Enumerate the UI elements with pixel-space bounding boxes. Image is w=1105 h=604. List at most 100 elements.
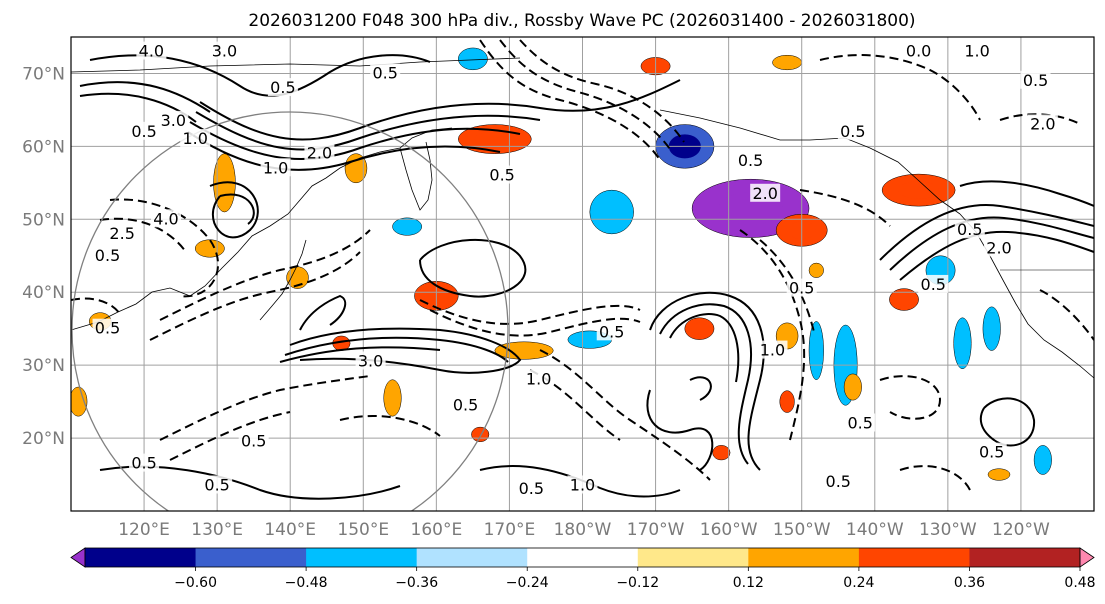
east-pacific-loop-2 <box>659 303 752 465</box>
divergence-patch-9 <box>494 341 554 360</box>
japan-coastline <box>259 239 307 321</box>
lat-tick-70°N: 70°N <box>22 64 65 84</box>
neg-contour-siberia-1 <box>479 39 661 161</box>
east-pacific-loop-1 <box>649 291 765 471</box>
divergence-patch-34 <box>772 54 802 71</box>
northeast-contour-1 <box>879 204 1094 261</box>
contour-label-31: 1.0 <box>964 42 989 61</box>
contour-label-12: 0.5 <box>95 246 120 265</box>
divergence-patch-27 <box>383 379 402 417</box>
neg-contour-midpacific-2 <box>529 369 621 441</box>
contour-label-30: 0.0 <box>906 42 931 61</box>
neg-contour-south-pacific <box>339 414 441 437</box>
contour-label-bg-30 <box>903 41 934 60</box>
divergence-patch-33 <box>808 262 824 278</box>
divergence-patch-18 <box>982 306 1001 351</box>
contour-label-bg-20 <box>202 475 233 494</box>
contour-label-11: 0.5 <box>95 319 120 338</box>
contour-label-6: 1.0 <box>182 129 207 148</box>
neg-contour-northeast-2 <box>999 113 1081 125</box>
contour-label-bg-23 <box>823 471 854 490</box>
east-pacific-wave-2 <box>689 376 712 401</box>
contour-label-17: 0.5 <box>453 395 478 414</box>
negative-contours <box>71 39 1094 491</box>
contour-label-bg-14 <box>487 165 518 184</box>
neg-contour-pacific-2 <box>429 309 641 337</box>
contour-label-21: 0.5 <box>519 479 544 498</box>
divergence-patch-22 <box>458 47 488 71</box>
contour-label-bg-28 <box>837 121 868 140</box>
lat-tick-30°N: 30°N <box>22 356 65 376</box>
contour-label-24: 0.5 <box>847 413 872 432</box>
divergence-patch-12 <box>194 239 225 258</box>
jet-loop-west-1 <box>209 181 259 239</box>
contour-label-bg-33 <box>1027 114 1058 133</box>
east-pacific-loop-3 <box>669 313 740 383</box>
contour-label-bg-1 <box>209 41 240 60</box>
subtropical-jet-2 <box>284 336 509 363</box>
contour-label-2: 0.5 <box>270 78 295 97</box>
northeast-contour-3 <box>899 230 1094 281</box>
divergence-patch-14 <box>71 386 88 417</box>
contour-label-20: 0.5 <box>204 475 229 494</box>
latitude-tick-labels: 70°N 60°N 50°N 40°N 30°N 20°N <box>22 64 65 449</box>
contour-label-3: 0.5 <box>372 63 397 82</box>
lon-tick-140°W: 140°W <box>846 520 904 540</box>
contour-label-bg-4 <box>129 121 160 140</box>
colorbar-label-1: −0.48 <box>285 575 328 591</box>
lon-tick-170°E: 170°E <box>484 520 536 540</box>
chart-title: 2026031200 F048 300 hPa div., Rossby Wav… <box>248 11 915 31</box>
contour-label-9: 4.0 <box>153 209 178 228</box>
contour-label-0: 4.0 <box>139 42 164 61</box>
neg-contour-northeast-1 <box>819 54 981 121</box>
contour-label-bg-7 <box>304 143 335 162</box>
colorbar-label-4: −0.12 <box>616 575 659 591</box>
colorbar-label-8: 0.48 <box>1064 575 1095 591</box>
jet-contour-west-2 <box>195 111 541 151</box>
map-gridlines <box>71 37 1094 511</box>
contour-label-1: 3.0 <box>212 42 237 61</box>
contour-label-16: 1.0 <box>526 370 551 389</box>
neg-contour-east-1 <box>739 229 806 441</box>
contour-label-bg-34 <box>984 238 1015 257</box>
divergence-core-30 <box>783 395 792 408</box>
divergence-patch-20 <box>808 321 824 380</box>
contour-label-4: 0.5 <box>131 122 156 141</box>
contour-labels: 4.0 3.00.50.50.53.01.02.01.04.02.50.50.53… <box>92 41 1058 498</box>
colorbar-label-2: −0.36 <box>395 575 438 591</box>
map-frame <box>70 36 1095 512</box>
divergence-patch-15 <box>953 317 972 370</box>
contour-label-bg-24 <box>845 413 876 432</box>
divergence-patch-5 <box>589 189 634 235</box>
lon-tick-120°E: 120°E <box>118 520 170 540</box>
contour-label-28: 0.5 <box>840 122 865 141</box>
southeast-closed-contour <box>979 397 1036 447</box>
divergence-core-3 <box>898 181 939 199</box>
colorbar-segment-3 <box>416 548 528 567</box>
colorbar-label-6: 0.24 <box>843 575 874 591</box>
colorbar-segment-6 <box>748 548 860 567</box>
contour-label-25: 0.5 <box>979 443 1004 462</box>
neg-contour-south-1 <box>159 375 371 441</box>
region-circle-outline <box>71 111 509 511</box>
contour-label-bg-25 <box>976 442 1007 461</box>
contour-label-27: 0.5 <box>738 151 763 170</box>
contour-label-13: 3.0 <box>358 352 383 371</box>
contour-label-23: 0.5 <box>826 472 851 491</box>
contour-label-18: 0.5 <box>241 432 266 451</box>
lat-tick-60°N: 60°N <box>22 137 65 157</box>
south-central-contour <box>479 465 681 498</box>
contour-label-32: 0.5 <box>1023 71 1048 90</box>
lon-tick-180°W: 180°W <box>554 520 612 540</box>
colorbar-label-3: −0.24 <box>506 575 549 591</box>
north-america-coastline <box>959 213 1094 379</box>
neg-contour-china-1 <box>159 229 371 321</box>
contour-label-bg-13 <box>355 351 386 370</box>
divergence-patch-35 <box>843 373 862 401</box>
colorbar-extend-low <box>70 547 86 568</box>
neg-contour-west-2 <box>99 217 187 253</box>
jet-contour-west-3 <box>189 121 521 161</box>
divergence-patch-32 <box>987 468 1011 481</box>
subtropical-jet-4 <box>299 294 347 331</box>
contour-label-bg-15 <box>596 322 627 341</box>
